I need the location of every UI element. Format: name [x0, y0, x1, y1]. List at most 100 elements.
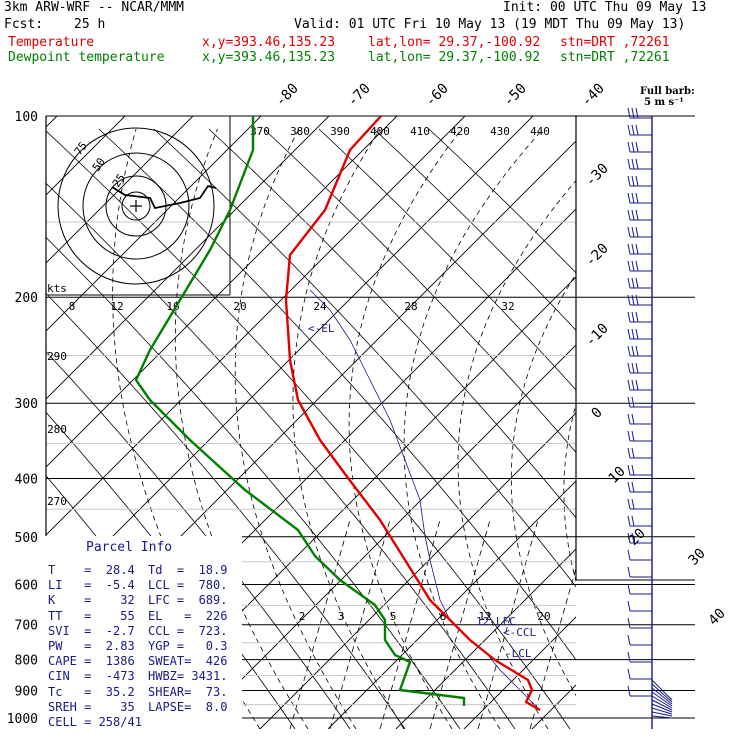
mixing-ratio-line — [477, 519, 539, 729]
hodograph-speed-label: 20 — [233, 300, 246, 313]
isotherm-label: -40 — [579, 81, 608, 110]
wind-barb-flag — [631, 464, 635, 476]
isotherm-line — [46, 116, 194, 264]
moist-adiabat — [234, 128, 357, 729]
wind-barb-flag — [631, 447, 635, 459]
moist-adiabat — [457, 179, 576, 729]
wind-barb — [627, 515, 652, 527]
wind-barb-flag — [627, 396, 631, 408]
dry-adiabat — [46, 130, 571, 729]
wind-barb-flag — [627, 243, 631, 255]
wind-barb-flag — [627, 379, 631, 391]
parcel-info-item: LFC = 689. — [148, 593, 228, 608]
parcel-info-item: EL = 226 — [148, 608, 228, 623]
wind-barb-flag — [627, 192, 631, 204]
wind-barb-flag — [635, 379, 639, 391]
wind-barb-flag — [627, 634, 631, 646]
wind-barb-flag — [631, 158, 635, 170]
parcel-info-item: SWEAT= 426 — [148, 654, 228, 669]
parcel-info-title: Parcel Info — [86, 540, 173, 555]
isotherm-line — [46, 116, 534, 604]
isotherm-line — [736, 116, 740, 729]
temperature-legend: Temperature — [8, 35, 95, 50]
wind-barb — [627, 175, 652, 187]
wind-barb-lower — [651, 703, 673, 713]
wind-barb-flag — [631, 532, 635, 544]
isotherm-label: -70 — [345, 81, 374, 110]
parcel-info-item: SHEAR= 73. — [148, 684, 228, 699]
wind-barb — [627, 209, 652, 221]
wind-barb — [627, 243, 652, 255]
pressure-tick-label: 900 — [15, 684, 38, 699]
wind-barb-flag — [627, 685, 631, 697]
parcel-annotation: <-CCL — [503, 626, 536, 639]
wind-barb-lower — [651, 707, 673, 715]
wind-barb-flag — [627, 141, 631, 153]
isotherm-label: 30 — [686, 546, 709, 569]
isotherm-line — [259, 412, 576, 729]
isotherm-label: -60 — [423, 81, 452, 110]
wind-barb-lower — [651, 687, 673, 705]
hodograph-speed-label: 12 — [110, 300, 123, 313]
wind-barb-flag — [627, 549, 631, 561]
isotherm-label: -20 — [583, 241, 612, 270]
wind-barb-flag — [627, 447, 631, 459]
parcel-annotation: <-EL — [308, 322, 335, 335]
wind-barb — [627, 226, 652, 238]
parcel-info-item: CAPE = 1386 — [48, 654, 135, 669]
isotherm-label: -30 — [583, 161, 612, 190]
dry-adiabat — [0, 129, 20, 729]
wind-barb — [627, 430, 652, 442]
wind-barb — [627, 617, 652, 629]
parcel-info-item: PW = 2.83 — [48, 639, 135, 653]
mixing-ratio-label: 3 — [338, 610, 345, 623]
hodograph-speed-label: 24 — [313, 300, 327, 313]
wind-barb-flag — [635, 243, 639, 255]
hodograph-ring-label: 25 — [110, 171, 128, 189]
parcel-info-item: SVI = -2.7 — [48, 623, 135, 638]
moist-adiabat — [563, 403, 576, 583]
pressure-tick-label: 700 — [15, 619, 38, 634]
parcel-path — [309, 289, 541, 711]
wind-barb-flag — [627, 209, 631, 221]
barb-legend: Full barb: 5 m s⁻¹ — [640, 86, 695, 108]
hodograph-ring — [82, 152, 190, 260]
dry-adiabat — [46, 182, 516, 729]
dewpoint-line — [134, 116, 466, 706]
isotherm-line — [395, 548, 576, 729]
theta-label: 370 — [250, 125, 270, 138]
parcel-info-item: LAPSE= 8.0 — [148, 699, 228, 714]
parcel-info-item: T = 28.4 — [48, 563, 135, 577]
wind-barb-lower — [651, 679, 673, 701]
forecast-hour: 25 h — [74, 17, 106, 32]
isotherm-line — [46, 116, 398, 468]
dewpoint-xy: x,y=393.46,135.23 — [202, 50, 336, 65]
wind-barb-flag — [631, 294, 635, 306]
theta-e-label: 290 — [47, 350, 67, 363]
parcel-info-item: Td = 18.9 — [148, 563, 228, 577]
wind-barb-flag — [631, 413, 635, 425]
dry-adiabat — [263, 128, 576, 453]
model-title: 3km ARW-WRF -- NCAR/MMM — [4, 0, 185, 15]
wind-barb-flag — [627, 515, 631, 527]
wind-barb-flag — [635, 107, 639, 119]
pressure-tick-label: 200 — [15, 291, 38, 306]
dry-adiabat — [46, 292, 406, 729]
wind-barb-flag — [635, 277, 639, 289]
hodograph-trace — [111, 184, 217, 210]
temperature-line — [284, 115, 541, 712]
dry-adiabat — [46, 236, 461, 729]
wind-barb-lower — [651, 695, 673, 709]
wind-barb-flag — [627, 481, 631, 493]
theta-label: 390 — [330, 125, 350, 138]
wind-barb-flag — [627, 498, 631, 510]
mixing-ratio-label: 5 — [390, 610, 397, 623]
wind-barb-flag — [631, 124, 635, 136]
isotherm-line — [600, 116, 740, 729]
dewpoint-legend: Dewpoint temperature — [8, 50, 165, 65]
wind-barb-lower — [651, 715, 673, 719]
wind-barb-flag — [631, 498, 635, 510]
wind-barb-flag — [627, 124, 631, 136]
hodograph-ring — [57, 127, 215, 285]
hodograph-ring — [121, 191, 151, 221]
